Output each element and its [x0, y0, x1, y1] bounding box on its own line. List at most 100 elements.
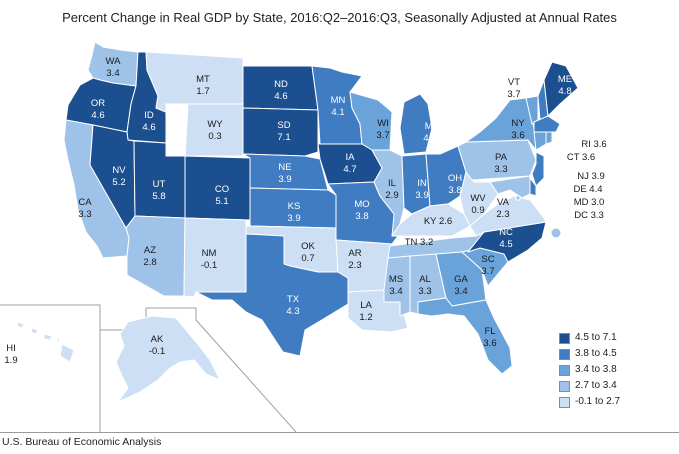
state-MA[interactable]: [533, 115, 561, 133]
state-value-HI: 1.9: [4, 355, 17, 366]
state-abbr-MO: MO: [354, 199, 369, 210]
state-abbr-WY: WY: [207, 119, 223, 130]
state-value-SD: 7.1: [277, 132, 290, 143]
state-value-IA: 4.7: [343, 164, 356, 175]
state-CT[interactable]: [533, 131, 547, 151]
state-abbr-UT: UT: [153, 179, 166, 190]
legend-swatch: [559, 333, 570, 344]
legend-swatch: [559, 381, 570, 392]
state-value-VT: 3.7: [507, 89, 520, 100]
state-VA[interactable]: [469, 195, 547, 237]
state-value-MT: 1.7: [196, 86, 209, 97]
state-abbr-OR: OR: [91, 98, 105, 109]
state-value-WA: 3.4: [106, 68, 119, 79]
state-value-AK: -0.1: [149, 346, 165, 357]
state-abbr-KS: KS: [288, 201, 301, 212]
state-MI[interactable]: [399, 93, 433, 155]
state-label-NJ: NJ 3.9: [577, 171, 604, 182]
map-title: Percent Change in Real GDP by State, 201…: [62, 10, 617, 25]
state-abbr-ND: ND: [274, 79, 288, 90]
state-value-FL: 3.6: [483, 338, 496, 349]
state-label-MD: MD 3.0: [574, 197, 605, 208]
legend-label: -0.1 to 2.7: [575, 396, 621, 407]
state-value-ND: 4.6: [274, 91, 287, 102]
state-value-AL: 3.3: [418, 286, 431, 297]
state-value-WI: 3.7: [376, 130, 389, 141]
us-state-map: WA3.4OR4.6CA3.3ID4.6NV5.2MT1.7WY0.3UT5.8…: [0, 41, 608, 432]
state-abbr-PA: PA: [495, 152, 508, 163]
state-abbr-HI: HI: [6, 343, 16, 354]
state-value-GA: 3.4: [454, 286, 467, 297]
state-MD[interactable]: [489, 175, 531, 199]
state-RI[interactable]: [545, 131, 553, 145]
state-abbr-MT: MT: [196, 74, 210, 85]
dc-marker[interactable]: [550, 227, 562, 239]
state-abbr-FL: FL: [484, 326, 495, 337]
state-AK[interactable]: [115, 315, 221, 403]
state-label-KY: KY 2.6: [424, 216, 452, 227]
state-AZ[interactable]: [125, 215, 186, 297]
state-abbr-AZ: AZ: [144, 245, 156, 256]
state-value-WV: 0.9: [471, 205, 484, 216]
state-value-MS: 3.4: [389, 286, 402, 297]
legend-swatch: [559, 349, 570, 360]
state-SD[interactable]: [242, 107, 319, 157]
state-abbr-MA: MA: [593, 105, 608, 116]
legend-swatch: [559, 397, 570, 408]
state-value-UT: 5.8: [152, 191, 165, 202]
state-label-CT: CT 3.6: [567, 152, 595, 163]
state-value-PA: 3.3: [494, 164, 507, 175]
state-value-SC: 3.7: [481, 266, 494, 277]
state-abbr-SD: SD: [277, 120, 290, 131]
state-value-ID: 4.6: [142, 122, 155, 133]
state-abbr-CO: CO: [215, 184, 229, 195]
state-labels: WA3.4OR4.6CA3.3ID4.6NV5.2MT1.7WY0.3UT5.8…: [4, 53, 607, 366]
state-NC[interactable]: [467, 221, 547, 263]
state-value-LA: 1.2: [359, 312, 372, 323]
legend-label: 2.7 to 3.4: [575, 380, 617, 391]
state-abbr-CA: CA: [78, 197, 92, 208]
state-HI[interactable]: [16, 321, 75, 363]
state-KY[interactable]: [391, 203, 471, 237]
state-abbr-OK: OK: [301, 241, 315, 252]
state-MT[interactable]: [145, 51, 244, 113]
state-abbr-SC: SC: [481, 254, 494, 265]
state-TX[interactable]: [195, 233, 349, 357]
state-abbr-TX: TX: [287, 294, 300, 305]
state-abbr-NE: NE: [278, 162, 291, 173]
state-abbr-WI: WI: [377, 118, 389, 129]
state-value-MO: 3.8: [355, 211, 368, 222]
state-value-MI: 4.2: [423, 133, 436, 144]
state-value-ME: 4.8: [558, 86, 571, 97]
state-value-AR: 2.3: [348, 260, 361, 271]
state-value-NC: 4.5: [499, 239, 512, 250]
state-value-TX: 4.3: [286, 306, 299, 317]
legend-swatch: [559, 365, 570, 376]
state-DC[interactable]: [515, 195, 521, 201]
state-WY[interactable]: [184, 103, 244, 157]
state-value-MN: 4.1: [331, 107, 344, 118]
state-abbr-AR: AR: [348, 248, 361, 259]
legend-label: 3.8 to 4.5: [575, 348, 617, 359]
state-abbr-IL: IL: [388, 178, 396, 189]
state-abbr-VT: VT: [508, 77, 520, 88]
state-abbr-WA: WA: [106, 56, 122, 67]
state-abbr-AK: AK: [151, 334, 164, 345]
state-abbr-NC: NC: [499, 227, 513, 238]
legend-label: 3.4 to 3.8: [575, 364, 617, 375]
state-abbr-MN: MN: [331, 95, 346, 106]
state-value-IN: 3.9: [415, 190, 428, 201]
state-abbr-MI: MI: [425, 121, 436, 132]
state-value-NM: -0.1: [201, 260, 217, 271]
state-value-MA: 3.8: [593, 117, 606, 128]
state-value-CO: 5.1: [215, 196, 228, 207]
state-value-OR: 4.6: [91, 110, 104, 121]
state-value-IL: 2.9: [385, 190, 398, 201]
state-value-NV: 5.2: [112, 177, 125, 188]
footer-rule: [0, 432, 679, 433]
state-value-KS: 3.9: [287, 213, 300, 224]
state-FL[interactable]: [417, 297, 513, 375]
state-value-NH: 3.9: [528, 65, 541, 76]
state-abbr-OH: OH: [448, 173, 462, 184]
state-abbr-GA: GA: [454, 274, 468, 285]
